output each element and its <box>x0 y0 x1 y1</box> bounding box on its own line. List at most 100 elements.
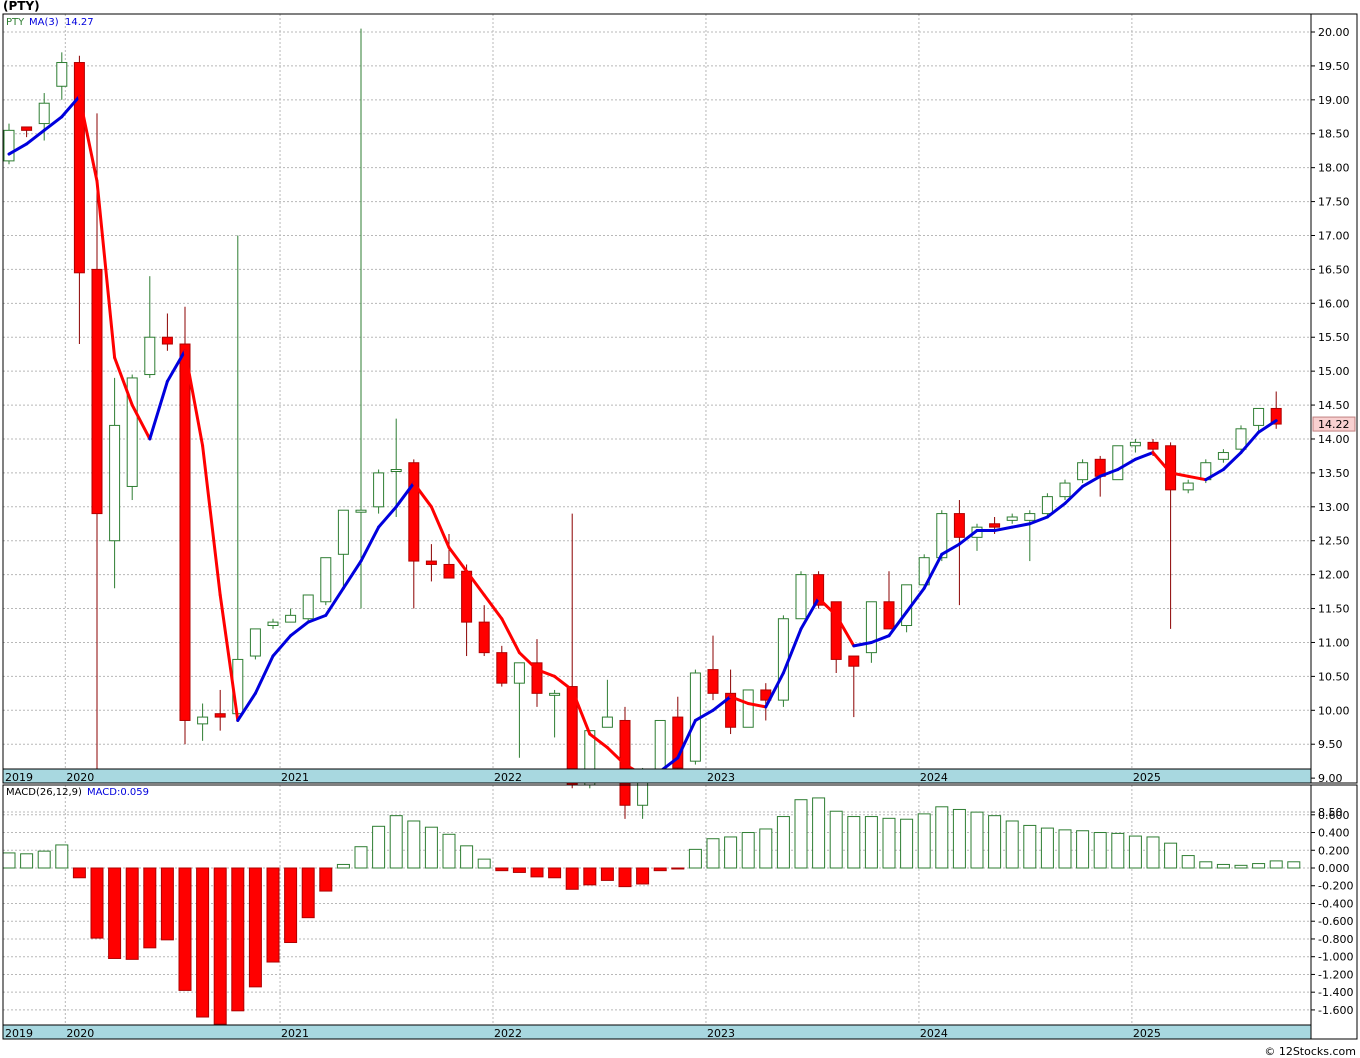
macd-tick-label: -0.600 <box>1318 915 1353 928</box>
price-tick-label: 16.00 <box>1318 297 1350 310</box>
price-tick-label: 10.50 <box>1318 670 1350 683</box>
price-year-label: 2019 <box>5 771 33 784</box>
macd-bar <box>108 867 122 959</box>
ma-segment <box>869 634 891 644</box>
price-date-band <box>2 768 1312 784</box>
candle-body <box>91 268 103 515</box>
candle-body <box>337 509 349 555</box>
ma-segment <box>236 691 257 722</box>
candle-body <box>549 692 561 696</box>
candle-body <box>478 621 490 654</box>
panel-frames <box>2 13 1358 1040</box>
legend-ticker: PTY <box>6 17 25 28</box>
ma-segment <box>42 115 64 132</box>
macd-bar <box>125 867 139 960</box>
macd-year-label: 2023 <box>707 1027 735 1040</box>
candle-body <box>601 716 613 728</box>
macd-bar <box>442 833 456 869</box>
macd-tick-label: -0.200 <box>1318 880 1353 893</box>
macd-bar <box>460 845 474 869</box>
macd-bar <box>90 867 104 939</box>
ma-segment <box>940 542 961 556</box>
macd-bar <box>882 817 896 869</box>
candle-body <box>73 62 85 274</box>
macd-date-band <box>2 1024 1312 1040</box>
ma-segment <box>570 688 592 736</box>
candle-body <box>795 574 807 620</box>
candle-body <box>1024 513 1036 521</box>
macd-bar <box>1058 829 1072 869</box>
last-price-label: 14.22 <box>1318 418 1350 431</box>
ma-segment <box>165 349 187 383</box>
candle-body <box>3 129 15 162</box>
price-tick-label: 17.50 <box>1318 196 1350 209</box>
macd-bar <box>37 850 51 869</box>
macd-year-label: 2021 <box>281 1027 309 1040</box>
price-year-label: 2022 <box>494 771 522 784</box>
macd-bar <box>284 867 298 944</box>
ma-segment <box>1169 471 1190 478</box>
macd-bar <box>1252 863 1266 869</box>
candle-body <box>461 570 473 623</box>
macd-bar <box>143 867 157 949</box>
ma-segment <box>1186 474 1208 482</box>
candle-body <box>214 713 226 718</box>
ma-segment <box>1151 451 1173 475</box>
macd-tick-label: -1.000 <box>1318 951 1353 964</box>
price-tick-label: 10.00 <box>1318 704 1350 717</box>
macd-bar <box>565 867 579 890</box>
macd-bar <box>952 808 966 869</box>
macd-bar <box>354 846 368 869</box>
ma-segment <box>148 379 169 441</box>
candle-body <box>1147 441 1159 450</box>
candle-body <box>109 424 121 542</box>
candle-body <box>1129 441 1141 447</box>
macd-bar <box>829 810 843 869</box>
macd-bar <box>776 816 790 869</box>
ma-segment <box>1010 522 1032 529</box>
macd-bar <box>1287 861 1301 869</box>
price-axis-box <box>1310 13 1358 784</box>
candle-body <box>320 557 332 603</box>
macd-bar <box>1111 832 1125 869</box>
candle-body <box>848 655 860 667</box>
macd-bar <box>618 867 632 888</box>
macd-bar <box>2 852 16 869</box>
macd-bar <box>548 867 562 879</box>
candle-body <box>1059 482 1071 498</box>
macd-tick-label: -0.400 <box>1318 897 1353 910</box>
candle-body <box>936 513 948 559</box>
price-candles <box>3 28 1282 819</box>
macd-bar <box>741 832 755 869</box>
macd-year-label: 2024 <box>920 1027 948 1040</box>
macd-bar <box>1023 824 1037 869</box>
macd-bar <box>55 844 69 869</box>
price-tick-label: 18.50 <box>1318 128 1350 141</box>
macd-bar <box>1181 855 1195 869</box>
candle-body <box>373 472 385 508</box>
candle-body <box>883 601 895 630</box>
candle-body <box>1006 516 1018 521</box>
price-year-label: 2024 <box>920 771 948 784</box>
macd-bar <box>160 867 174 941</box>
site-credit: © 12Stocks.com <box>1264 1045 1356 1058</box>
price-tick-label: 15.00 <box>1318 365 1350 378</box>
last-price-tag <box>1312 416 1356 432</box>
price-tick-label: 11.50 <box>1318 603 1350 616</box>
macd-year-label: 2025 <box>1133 1027 1161 1040</box>
price-tick-label: 8.50 <box>1318 806 1343 819</box>
candle-body <box>813 574 825 606</box>
macd-bar <box>1128 835 1142 869</box>
ma-segment <box>447 546 469 573</box>
ma-segment <box>887 610 909 638</box>
ma-segment <box>729 695 750 706</box>
candle-body <box>865 601 877 654</box>
candle-body <box>1235 428 1247 450</box>
macd-bar <box>248 867 262 988</box>
macd-bar <box>477 858 491 869</box>
ma-segment <box>746 702 768 709</box>
macd-bar <box>1093 832 1107 869</box>
macd-bar <box>196 867 210 1018</box>
macd-bar <box>231 867 245 1012</box>
candle-body <box>21 126 33 131</box>
